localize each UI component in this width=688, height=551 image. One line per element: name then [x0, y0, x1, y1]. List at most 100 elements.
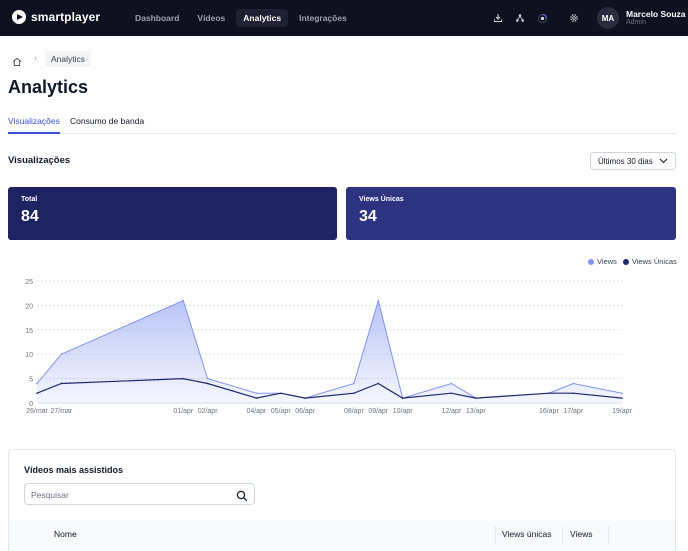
legend-label-views: Views [597, 257, 617, 266]
x-tick-label: 17/apr [563, 408, 584, 415]
x-tick-label: 09/apr [368, 408, 389, 415]
data-point [36, 382, 38, 385]
data-point [182, 377, 185, 380]
hierarchy-icon[interactable] [512, 10, 528, 26]
y-tick-label: 5 [29, 377, 33, 384]
section-title: Visualizações [8, 155, 71, 166]
user-name: Marcelo Souza [626, 9, 686, 19]
x-tick-label: 19/apr [612, 408, 633, 415]
stat-card-unique: Views Únicas 34 [346, 187, 676, 240]
top-navbar: smartplayer Dashboard Vídeos Analytics I… [0, 0, 688, 36]
toolbar-icons [490, 10, 582, 26]
search-input[interactable] [31, 488, 221, 501]
data-point [255, 392, 258, 395]
play-icon [12, 10, 26, 24]
data-point [182, 299, 185, 302]
top-videos-card: Vídeos mais assistidos Nome Views únicas… [8, 449, 676, 551]
page-title: Analytics [8, 77, 89, 97]
avatar[interactable]: MA [597, 7, 619, 29]
x-tick-label: 13/apr [466, 408, 487, 415]
tab-visualizacoes[interactable]: Visualizações [8, 116, 60, 134]
data-point [474, 397, 477, 399]
column-divider [562, 526, 563, 544]
nav-item-videos[interactable]: Vídeos [197, 13, 226, 23]
data-point [353, 392, 355, 395]
search-box [24, 483, 255, 505]
nav-item-integracoes[interactable]: Integrações [299, 13, 347, 23]
data-point [255, 397, 258, 399]
legend-dot-unique [622, 258, 629, 265]
chevron-down-icon [659, 158, 668, 164]
main-nav: Dashboard Vídeos Analytics Integrações [128, 9, 354, 27]
y-tick-label: 15 [25, 328, 33, 335]
column-header-nome[interactable]: Nome [54, 529, 77, 539]
x-tick-label: 04/apr [246, 408, 267, 415]
stat-total-value: 84 [21, 208, 39, 225]
y-tick-label: 25 [25, 279, 33, 286]
data-point [401, 397, 404, 399]
data-point [377, 299, 380, 302]
chart-legend: Views Views Únicas [588, 257, 677, 266]
column-header-views[interactable]: Views [570, 529, 593, 539]
x-tick-label: 16/apr [539, 408, 560, 415]
stat-unique-value: 34 [359, 208, 377, 225]
nav-item-dashboard[interactable]: Dashboard [135, 13, 180, 23]
data-point [206, 382, 209, 385]
nav-item-analytics[interactable]: Analytics [236, 9, 289, 27]
data-point [548, 392, 550, 395]
stat-card-total: Total 84 [8, 187, 337, 240]
column-header-views-unicas[interactable]: Views únicas [502, 529, 552, 539]
x-tick-label: 05/apr [271, 408, 292, 415]
breadcrumb-current[interactable]: Analytics [45, 51, 92, 67]
column-divider [495, 526, 496, 544]
views-chart: 0 5 10 15 20 25 26/mar 27/mar 01/apr 02/apr 04/apr… [25, 279, 633, 415]
x-tick-label: 06/apr [295, 408, 316, 415]
x-tick-label: 10/apr [393, 408, 414, 415]
data-point [450, 392, 453, 395]
series-area-views [37, 300, 622, 403]
loading-icon[interactable] [534, 10, 550, 26]
data-point [279, 392, 282, 395]
chevron-right-icon: › [34, 53, 37, 63]
data-point [60, 382, 63, 385]
x-tick-label: 08/apr [344, 408, 365, 415]
brand-logo[interactable]: smartplayer [12, 10, 100, 24]
data-point [304, 397, 306, 399]
data-point [377, 382, 380, 385]
data-point [572, 382, 575, 385]
legend-item-unique[interactable]: Views Únicas [622, 257, 677, 266]
x-tick-label: 12/apr [441, 408, 462, 415]
stat-unique-label: Views Únicas [359, 196, 404, 203]
data-point [60, 353, 63, 355]
column-divider [608, 526, 609, 544]
y-tick-label: 20 [25, 303, 33, 310]
data-point [353, 382, 355, 385]
y-tick-label: 0 [29, 401, 33, 408]
table-title: Vídeos mais assistidos [24, 465, 124, 475]
data-point [36, 392, 38, 395]
data-point [206, 377, 209, 380]
user-role: Admin [626, 19, 646, 26]
legend-item-views[interactable]: Views [588, 257, 617, 266]
y-tick-label: 10 [25, 352, 33, 359]
tab-consumo-de-banda[interactable]: Consumo de banda [70, 116, 145, 126]
data-point [621, 397, 623, 399]
brand-name: smartplayer [31, 10, 101, 24]
data-point [450, 382, 453, 385]
download-icon[interactable] [490, 10, 506, 26]
gear-icon[interactable] [566, 10, 582, 26]
date-range-select[interactable]: Últimos 30 dias [590, 152, 676, 170]
tabs: Visualizações Consumo de banda [8, 116, 676, 134]
search-icon[interactable] [236, 489, 248, 502]
stat-total-label: Total [21, 196, 38, 203]
x-tick-label: 26/mar [26, 408, 48, 415]
data-point [621, 392, 623, 395]
date-range-value: Últimos 30 dias [598, 156, 653, 166]
legend-dot-views [588, 258, 594, 265]
x-tick-label: 02/apr [198, 408, 219, 415]
data-point [572, 392, 575, 395]
x-tick-label: 01/apr [173, 408, 194, 415]
home-icon[interactable] [12, 54, 22, 67]
legend-label-unique: Views Únicas [631, 257, 677, 266]
x-tick-label: 27/mar [50, 408, 72, 415]
